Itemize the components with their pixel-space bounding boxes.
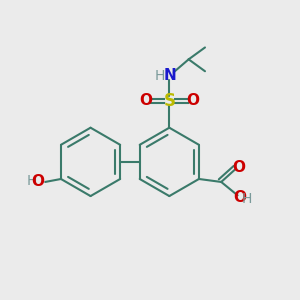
Text: O: O xyxy=(233,190,246,205)
Text: H: H xyxy=(241,193,252,206)
Text: H: H xyxy=(154,69,165,83)
Text: O: O xyxy=(31,174,44,189)
Text: O: O xyxy=(140,94,153,109)
Text: H: H xyxy=(27,174,37,188)
Text: N: N xyxy=(164,68,177,83)
Text: O: O xyxy=(186,94,199,109)
Text: S: S xyxy=(163,92,175,110)
Text: O: O xyxy=(232,160,245,175)
